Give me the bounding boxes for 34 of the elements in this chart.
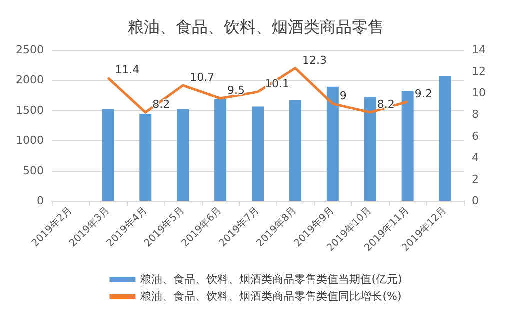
y-tick-label: 2500 — [16, 44, 44, 56]
bar — [102, 109, 114, 201]
legend-label: 粮油、食品、饮料、烟酒类商品零售类值同比增长(%) — [140, 290, 402, 303]
data-label: 9.2 — [414, 87, 432, 100]
y2-tick-label: 14 — [472, 44, 486, 56]
bar — [289, 100, 302, 201]
bar — [252, 106, 264, 201]
bar — [140, 114, 152, 201]
y2-tick-label: 6 — [472, 130, 479, 143]
y2-tick-label: 12 — [472, 65, 486, 78]
bar — [177, 109, 190, 201]
y2-tick-label: 2 — [472, 172, 479, 186]
bar — [214, 100, 227, 201]
y2-tick-label: 8 — [472, 108, 479, 122]
bar — [402, 91, 414, 201]
y2-tick-label: 0 — [472, 194, 479, 208]
y2-tick-label: 10 — [472, 86, 486, 100]
legend-label: 粮油、食品、饮料、烟酒类商品零售类值当期值(亿元) — [140, 273, 402, 286]
bar — [364, 97, 376, 201]
y-tick-label: 2000 — [16, 74, 44, 87]
data-label: 9 — [340, 89, 347, 102]
y-tick-label: 0 — [37, 194, 44, 208]
y2-tick-label: 4 — [472, 151, 479, 164]
data-label: 12.3 — [302, 54, 327, 67]
y-tick-label: 500 — [23, 164, 44, 178]
data-label: 11.4 — [115, 64, 140, 77]
chart-title: 粮油、食品、饮料、烟酒类商品零售 — [128, 18, 384, 36]
bar — [439, 76, 452, 201]
data-label: 10.7 — [190, 71, 215, 84]
y-tick-label: 1500 — [16, 104, 44, 117]
bar — [326, 86, 339, 201]
data-label: 9.5 — [228, 84, 246, 98]
line-series — [106, 67, 410, 114]
y-tick-label: 1000 — [16, 134, 44, 148]
